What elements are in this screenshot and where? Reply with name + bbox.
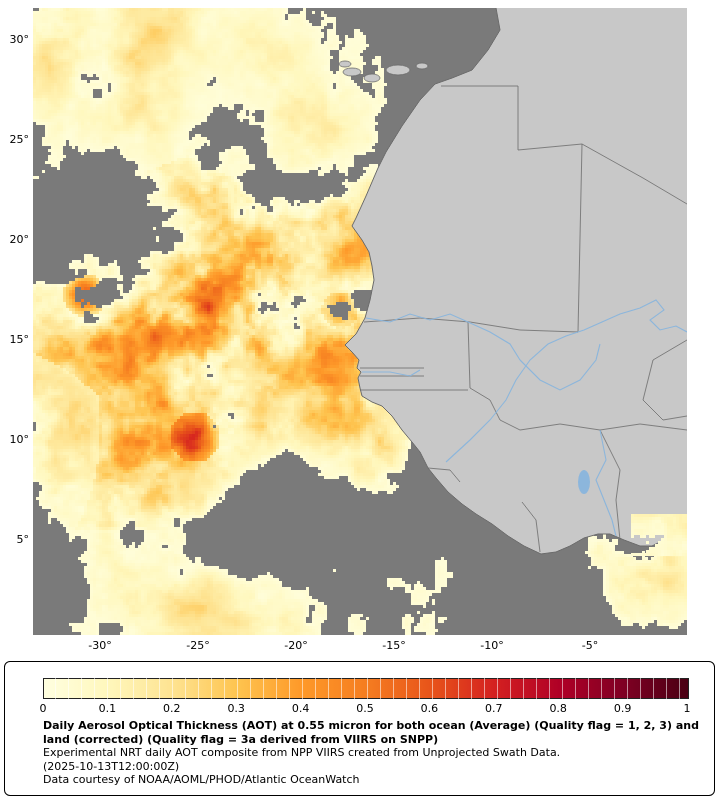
colorbar-tick-label: 0.5 — [356, 702, 374, 715]
legend-subtitle: Experimental NRT daily AOT composite fro… — [43, 746, 561, 759]
colorbar-tick-label: 1 — [683, 702, 691, 715]
lon-tick-label: -25° — [186, 639, 210, 652]
legend-panel: 0 0.1 0.2 0.3 0.4 0.5 0.6 0.7 0.8 0.9 1 Daily Aero… — [4, 661, 715, 796]
colorbar-tick-label: 0.6 — [420, 702, 439, 715]
legend-timestamp: (2025-10-13T12:00:00Z) — [43, 759, 180, 773]
colorbar-tick-label: 0.4 — [291, 702, 310, 715]
lat-tick-label: 10° — [9, 433, 30, 446]
colorbar-tick-label: 0.1 — [98, 702, 117, 715]
legend-credit: Data courtesy of NOAA/AOML/PHOD/Atlantic… — [43, 773, 360, 786]
colorbar-tick-label: 0.2 — [163, 702, 181, 715]
colorbar-tick-label: 0.9 — [613, 702, 632, 715]
lon-tick-label: -15° — [382, 639, 406, 652]
colorbar-tick-label: 0.3 — [227, 702, 245, 715]
colorbar-tick-labels: 0 0.1 0.2 0.3 0.4 0.5 0.6 0.7 0.8 0.9 1 — [39, 702, 691, 716]
lat-tick-label: 20° — [9, 233, 30, 246]
colorbar-tick-label: 0.7 — [485, 702, 503, 715]
colorbar-tick-label: 0 — [39, 702, 47, 715]
legend-title: Daily Aerosol Optical Thickness (AOT) at… — [43, 719, 699, 746]
lat-tick-label: 5° — [16, 533, 30, 546]
map-area: 30° 25° 20° 15° 10° 5° -30° -25° -20° -15° -10° -5… — [9, 8, 687, 652]
lat-tick-label: 25° — [9, 133, 30, 146]
legend-caption: Daily Aerosol Optical Thickness (AOT) at… — [43, 719, 703, 787]
colorbar-tick-label: 0.8 — [549, 702, 567, 715]
lon-tick-label: -20° — [284, 639, 308, 652]
lon-tick-label: -10° — [480, 639, 504, 652]
lon-tick-label: -30° — [88, 639, 112, 652]
aot-heatmap-canvas — [33, 8, 687, 635]
aot-colorbar — [43, 678, 689, 699]
lat-tick-label: 30° — [9, 33, 30, 46]
lat-tick-label: 15° — [9, 333, 30, 346]
lon-tick-label: -5° — [581, 639, 599, 652]
